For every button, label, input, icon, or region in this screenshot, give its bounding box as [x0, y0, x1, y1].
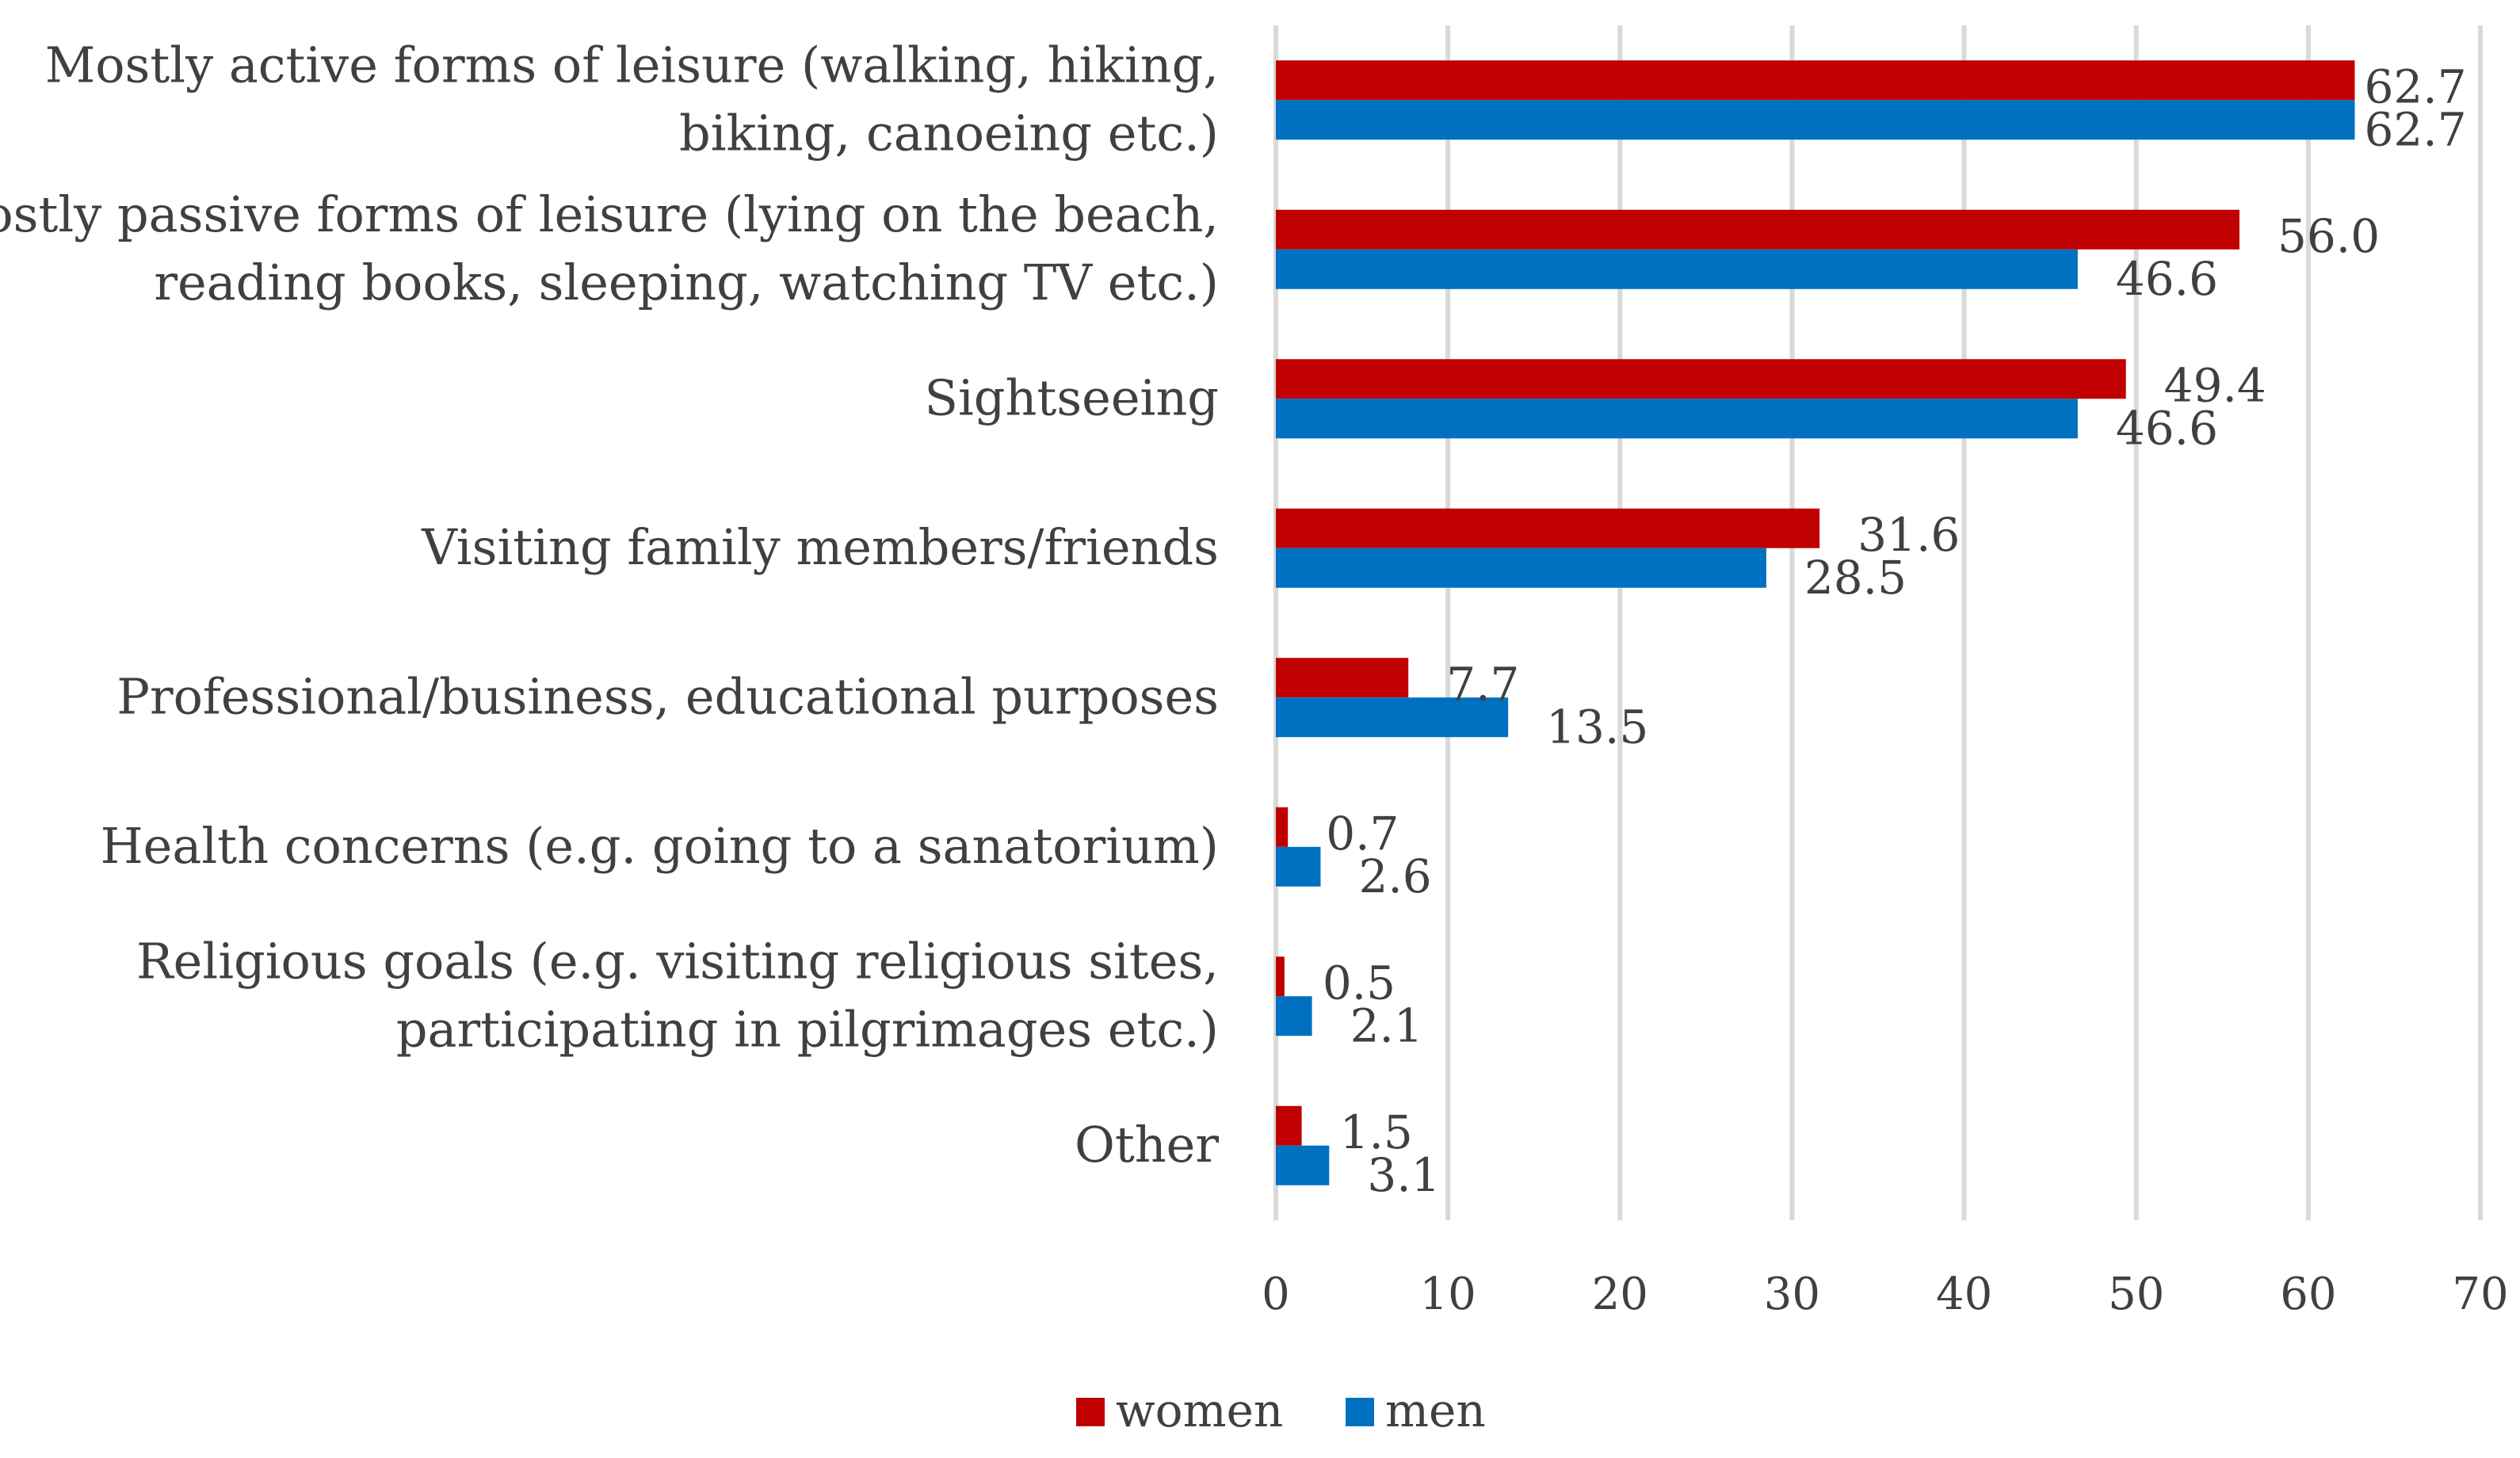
- data-label-men: 2.1: [1350, 998, 1423, 1052]
- data-label-men: 13.5: [1546, 700, 1648, 754]
- category-label-line: Religious goals (e.g. visiting religious…: [136, 932, 1219, 990]
- category-label-line: Other: [1075, 1116, 1219, 1174]
- legend-swatch-men: [1346, 1398, 1374, 1426]
- bar-women: [1276, 956, 1285, 997]
- data-label-women: 1.5: [1340, 1105, 1413, 1159]
- data-label-men: 46.6: [2116, 401, 2218, 455]
- x-tick-label: 50: [2108, 1269, 2164, 1320]
- category-label: Sightseeing: [925, 368, 1220, 426]
- data-label-men: 2.6: [1358, 849, 1431, 903]
- x-tick-label: 70: [2452, 1269, 2508, 1320]
- data-label-men: 46.6: [2116, 252, 2218, 306]
- category-label-line: Sightseeing: [925, 368, 1220, 426]
- legend: women men: [1076, 1384, 1486, 1437]
- category-label-line: Mostly active forms of leisure (walking,…: [45, 36, 1219, 94]
- data-label-women: 0.5: [1323, 956, 1396, 1010]
- bar-men: [1276, 846, 1321, 887]
- bar-women: [1276, 209, 2239, 250]
- data-label-women: 31.6: [1858, 508, 1960, 562]
- bar-women: [1276, 60, 2355, 101]
- x-tick-label: 10: [1420, 1269, 1476, 1320]
- legend-label-women: women: [1116, 1384, 1283, 1437]
- legend-label-men: men: [1385, 1384, 1486, 1437]
- x-tick-label: 40: [1936, 1269, 1992, 1320]
- data-labels: 62.762.756.046.649.446.631.628.57.713.50…: [1323, 59, 2467, 1202]
- legend-swatch-women: [1076, 1398, 1105, 1426]
- data-label-men: 62.7: [2364, 102, 2466, 156]
- data-label-women: 62.7: [2364, 59, 2466, 113]
- bar-men: [1276, 996, 1312, 1036]
- bar-men: [1276, 1145, 1330, 1185]
- x-axis-ticks: 0 10 20 30 40 50 60 70: [1262, 1269, 2508, 1320]
- category-label: Religious goals (e.g. visiting religious…: [136, 932, 1219, 1058]
- category-label-line: biking, canoeing etc.): [679, 104, 1219, 162]
- category-label-line: reading books, sleeping, watching TV etc…: [154, 254, 1219, 311]
- category-label-line: Health concerns (e.g. going to a sanator…: [101, 817, 1219, 875]
- bar-women: [1276, 508, 1820, 548]
- data-label-women: 0.7: [1326, 807, 1399, 861]
- bar-men: [1276, 697, 1509, 738]
- category-label-line: Professional/business, educational purpo…: [116, 667, 1219, 725]
- bar-men: [1276, 100, 2355, 140]
- x-tick-label: 20: [1592, 1269, 1648, 1320]
- data-label-men: 3.1: [1367, 1148, 1440, 1202]
- category-labels: Mostly active forms of leisure (walking,…: [0, 36, 1219, 1174]
- category-label: Mostly active forms of leisure (walking,…: [45, 36, 1219, 162]
- category-label: Mostly passive forms of leisure (lying o…: [0, 185, 1219, 311]
- x-tick-label: 60: [2280, 1269, 2336, 1320]
- category-label-line: Mostly passive forms of leisure (lying o…: [0, 185, 1219, 243]
- bars: [1276, 60, 2355, 1185]
- bar-men: [1276, 548, 1766, 588]
- category-label: Visiting family members/friends: [421, 518, 1219, 576]
- category-label-line: Visiting family members/friends: [421, 518, 1219, 576]
- category-label: Other: [1075, 1116, 1219, 1174]
- bar-women: [1276, 807, 1289, 847]
- x-tick-label: 0: [1262, 1269, 1290, 1320]
- data-label-women: 49.4: [2164, 358, 2266, 412]
- bar-men: [1276, 249, 2078, 289]
- data-label-women: 7.7: [1446, 657, 1519, 711]
- data-label-men: 28.5: [1804, 551, 1907, 605]
- x-tick-label: 30: [1764, 1269, 1820, 1320]
- bar-women: [1276, 359, 2126, 399]
- bar-men: [1276, 399, 2078, 439]
- bar-women: [1276, 1105, 1302, 1146]
- data-label-women: 56.0: [2278, 209, 2380, 263]
- category-label-line: participating in pilgrimages etc.): [396, 1000, 1219, 1058]
- bar-women: [1276, 658, 1409, 698]
- category-label: Professional/business, educational purpo…: [116, 667, 1219, 725]
- gridlines: [1273, 25, 2483, 1220]
- category-label: Health concerns (e.g. going to a sanator…: [101, 817, 1219, 875]
